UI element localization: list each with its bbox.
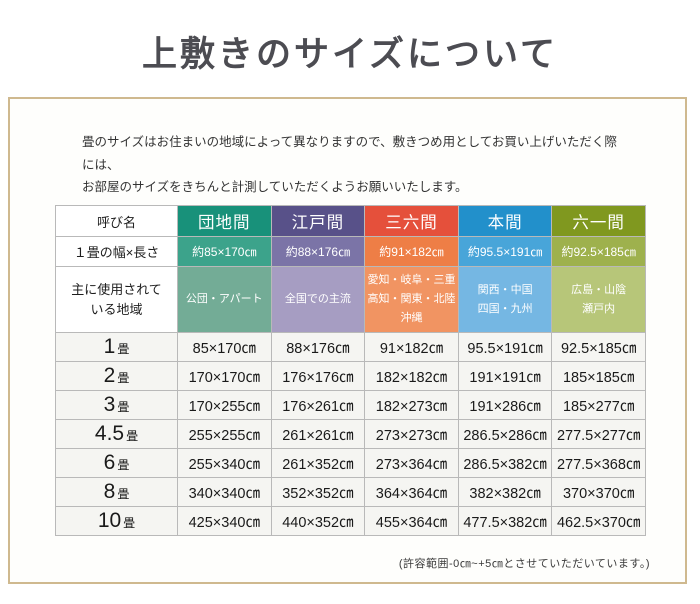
- tatami-count-label: 4.5 畳: [55, 419, 178, 449]
- dimension-cell: 364×364㎝: [364, 477, 459, 507]
- table-row: 4.5 畳 255×255㎝ 261×261㎝ 273×273㎝ 286.5×286㎝ 27…: [55, 419, 646, 449]
- tatami-unit: 畳: [117, 400, 130, 414]
- column-header: 本間: [457, 205, 553, 237]
- dimension-cell: 255×340㎝: [177, 448, 272, 478]
- tatami-count-number: 10: [97, 509, 122, 532]
- dimension-cell: 170×170㎝: [177, 361, 272, 391]
- tatami-unit: 畳: [123, 516, 136, 530]
- size-table-body: 呼び名 団地間 江戸間 三六間 本間 六一間 １畳の幅×長さ 約85×170㎝ 約88×176㎝…: [55, 205, 646, 536]
- dimension-cell: 440×352㎝: [270, 506, 366, 536]
- size-row-label: １畳の幅×長さ: [55, 236, 178, 267]
- dimension-cell: 176×176㎝: [270, 361, 366, 391]
- tatami-count-number: 1: [103, 335, 116, 358]
- column-header: 江戸間: [270, 205, 366, 237]
- dimension-cell: 191×286㎝: [457, 390, 553, 420]
- dimension-cell: 91×182㎝: [364, 332, 459, 362]
- table-row: 8 畳 340×340㎝ 352×352㎝ 364×364㎝ 382×382㎝ 370×37…: [55, 477, 646, 507]
- region-row-label: 主に使用されて いる地域: [55, 266, 178, 333]
- tatami-size-cell: 約91×182㎝: [364, 236, 459, 267]
- tatami-size-cell: 約85×170㎝: [177, 236, 272, 267]
- intro-text: 畳のサイズはお住まいの地域によって異なりますので、敷きつめ用としてお買い上げいた…: [82, 131, 627, 199]
- tatami-unit: 畳: [126, 429, 139, 443]
- table-row: 1 畳 85×170㎝ 88×176㎝ 91×182㎝ 95.5×191㎝ 92.5×185…: [55, 332, 646, 362]
- dimension-cell: 462.5×370㎝: [551, 506, 646, 536]
- tatami-unit: 畳: [117, 342, 130, 356]
- region-cell: 関西・中国 四国・九州: [457, 266, 553, 333]
- table-row: 6 畳 255×340㎝ 261×352㎝ 273×364㎝ 286.5×382㎝ 277.…: [55, 448, 646, 478]
- tatami-size-cell: 約88×176㎝: [270, 236, 366, 267]
- corner-cell: 呼び名: [55, 205, 178, 237]
- column-header: 三六間: [364, 205, 459, 237]
- tatami-unit: 畳: [117, 458, 130, 472]
- intro-line-2: お部屋のサイズをきちんと計測していただくようお願いいたします。: [82, 180, 468, 194]
- tatami-count-number: 2: [103, 364, 116, 387]
- dimension-cell: 261×261㎝: [270, 419, 366, 449]
- tatami-size-cell: 約92.5×185㎝: [551, 236, 646, 267]
- dimension-cell: 95.5×191㎝: [457, 332, 553, 362]
- tatami-count-number: 8: [103, 480, 116, 503]
- region-row: 主に使用されて いる地域 公団・アパート 全国での主流 愛知・岐阜・三重 高知・関東・…: [55, 266, 646, 333]
- tatami-size-cell: 約95.5×191㎝: [457, 236, 553, 267]
- dimension-cell: 273×273㎝: [364, 419, 459, 449]
- dimension-cell: 277.5×368㎝: [551, 448, 646, 478]
- tatami-count-number: 6: [103, 451, 116, 474]
- dimension-cell: 185×185㎝: [551, 361, 646, 391]
- tatami-unit: 畳: [117, 487, 130, 501]
- dimension-cell: 176×261㎝: [270, 390, 366, 420]
- size-table: 呼び名 団地間 江戸間 三六間 本間 六一間 １畳の幅×長さ 約85×170㎝ 約88×176㎝…: [55, 205, 646, 536]
- dimension-cell: 273×364㎝: [364, 448, 459, 478]
- tatami-count-number: 3: [103, 393, 116, 416]
- region-cell: 公団・アパート: [177, 266, 272, 333]
- dimension-cell: 286.5×286㎝: [457, 419, 553, 449]
- dimension-cell: 340×340㎝: [177, 477, 272, 507]
- table-row: 10 畳 425×340㎝ 440×352㎝ 455×364㎝ 477.5×382㎝ 462…: [55, 506, 646, 536]
- region-cell: 愛知・岐阜・三重 高知・関東・北陸 沖縄: [364, 266, 459, 333]
- tatami-unit: 畳: [117, 371, 130, 385]
- table-header-row: 呼び名 団地間 江戸間 三六間 本間 六一間: [55, 205, 646, 237]
- table-row: 2 畳 170×170㎝ 176×176㎝ 182×182㎝ 191×191㎝ 185×18…: [55, 361, 646, 391]
- page-title: 上敷きのサイズについて: [142, 35, 558, 74]
- dimension-cell: 182×182㎝: [364, 361, 459, 391]
- tolerance-footnote: (許容範囲-0㎝~+5㎝とさせていただいています。): [398, 558, 650, 570]
- dimension-cell: 277.5×277㎝: [551, 419, 646, 449]
- column-header: 六一間: [551, 205, 646, 237]
- dimension-cell: 92.5×185㎝: [551, 332, 646, 362]
- dimension-cell: 88×176㎝: [270, 332, 366, 362]
- dimension-cell: 425×340㎝: [177, 506, 272, 536]
- dimension-cell: 191×191㎝: [457, 361, 553, 391]
- dimension-cell: 255×255㎝: [177, 419, 272, 449]
- dimension-cell: 382×382㎝: [457, 477, 553, 507]
- dimension-cell: 286.5×382㎝: [457, 448, 553, 478]
- column-header: 団地間: [177, 205, 272, 237]
- dimension-cell: 261×352㎝: [270, 448, 366, 478]
- tatami-size-row: １畳の幅×長さ 約85×170㎝ 約88×176㎝ 約91×182㎝ 約95.5×191…: [55, 236, 646, 267]
- dimension-cell: 455×364㎝: [364, 506, 459, 536]
- dimension-cell: 477.5×382㎝: [457, 506, 553, 536]
- intro-line-1: 畳のサイズはお住まいの地域によって異なりますので、敷きつめ用としてお買い上げいた…: [82, 135, 617, 172]
- table-row: 3 畳 170×255㎝ 176×261㎝ 182×273㎝ 191×286㎝ 185×27…: [55, 390, 646, 420]
- tatami-count-label: 10 畳: [55, 506, 178, 536]
- tatami-count-number: 4.5: [94, 422, 125, 445]
- region-cell: 広島・山陰 瀬戸内: [551, 266, 646, 333]
- dimension-cell: 182×273㎝: [364, 390, 459, 420]
- dimension-cell: 370×370㎝: [551, 477, 646, 507]
- region-cell: 全国での主流: [270, 266, 366, 333]
- dimension-cell: 185×277㎝: [551, 390, 646, 420]
- dimension-cell: 352×352㎝: [270, 477, 366, 507]
- dimension-cell: 170×255㎝: [177, 390, 272, 420]
- dimension-cell: 85×170㎝: [177, 332, 272, 362]
